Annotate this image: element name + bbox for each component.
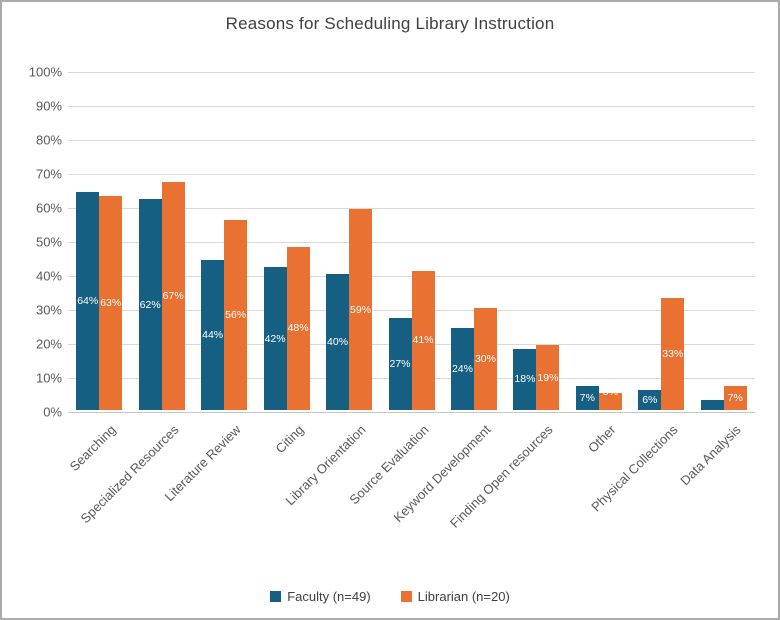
bar-group: 27% 41% <box>388 270 435 410</box>
y-tick-label: 60% <box>35 200 62 216</box>
bar-group: 6% 33% <box>638 297 685 410</box>
x-category-label: Searching <box>66 422 119 475</box>
bar-faculty: 24% <box>450 328 474 410</box>
y-tick-label: 90% <box>35 98 62 114</box>
bar-group: 7% 5% <box>575 386 622 410</box>
bar-librarian: 19% <box>536 345 560 410</box>
y-tick-label: 80% <box>35 132 62 148</box>
y-tick-label: 10% <box>35 370 62 386</box>
y-tick-label: 70% <box>35 166 62 182</box>
legend-label: Librarian (n=20) <box>417 589 510 604</box>
bar-librarian: 30% <box>473 308 497 410</box>
bar-group: 62% 67% <box>138 182 185 410</box>
bar-faculty: 44% <box>201 260 225 410</box>
bar-data-label: 24% <box>451 363 473 376</box>
bar-data-label: 5% <box>599 393 622 398</box>
bar-librarian: 7% <box>723 386 747 410</box>
gridline-70 <box>68 174 755 175</box>
x-category-label: Citing <box>272 422 307 457</box>
y-tick-label: 0% <box>43 404 62 420</box>
bar-data-label: 7% <box>727 392 743 405</box>
gridline-60 <box>68 208 755 209</box>
bar-faculty: 40% <box>326 274 350 410</box>
bar-group: 18% 19% <box>513 345 560 410</box>
bar-data-label: 48% <box>287 322 309 335</box>
x-category-label: Data Analysis <box>677 422 744 489</box>
chart-title: Reasons for Scheduling Library Instructi… <box>225 14 555 33</box>
bar-data-label: 18% <box>514 373 536 386</box>
y-tick-label: 30% <box>35 302 62 318</box>
bar-data-label: 33% <box>662 347 684 360</box>
bar-librarian: 59% <box>349 209 373 410</box>
bar-group: 7% <box>700 386 747 410</box>
bar-data-label: 27% <box>389 358 411 371</box>
x-category-label: Other <box>584 422 619 456</box>
bar-faculty: 18% <box>513 348 537 410</box>
bar-data-label: 6% <box>642 393 658 406</box>
bar-data-label: 63% <box>100 296 122 309</box>
bar-faculty: 6% <box>638 389 662 410</box>
gridline-100 <box>68 72 755 73</box>
bar-data-label: 7% <box>579 392 595 405</box>
bar-data-label: 19% <box>537 371 559 384</box>
legend-item-faculty: Faculty (n=49) <box>270 589 371 604</box>
bar-faculty: 27% <box>388 318 412 410</box>
bar-group: 64% 63% <box>76 192 123 410</box>
bar-data-label: 40% <box>327 336 349 348</box>
bar-faculty: 62% <box>138 199 162 410</box>
bar-group: 24% 30% <box>450 308 497 410</box>
bar-data-label: 62% <box>139 298 161 311</box>
y-tick-label: 50% <box>35 234 62 250</box>
y-tick-label: 100% <box>28 64 62 80</box>
bar-data-label: 30% <box>474 353 496 365</box>
bar-librarian: 63% <box>99 195 123 410</box>
gridline-90 <box>68 106 755 107</box>
bar-faculty <box>700 399 724 410</box>
bar-librarian: 41% <box>411 270 435 410</box>
y-tick-label: 20% <box>35 336 62 352</box>
legend-swatch-icon <box>400 591 412 602</box>
legend-label: Faculty (n=49) <box>287 589 371 604</box>
bar-librarian: 67% <box>161 182 185 410</box>
bar-group: 40% 59% <box>326 209 373 410</box>
bar-data-label: 59% <box>350 303 372 316</box>
gridline-80 <box>68 140 755 141</box>
bar-librarian: 33% <box>661 297 685 410</box>
bar-librarian: 56% <box>224 219 248 410</box>
x-category-label: Finding Open resources <box>447 422 557 531</box>
bar-data-label: 41% <box>412 334 434 347</box>
legend: Faculty (n=49) Librarian (n=20) <box>2 589 778 604</box>
bar-group: 44% 56% <box>201 219 248 410</box>
bar-data-label: 67% <box>162 290 184 303</box>
legend-item-librarian: Librarian (n=20) <box>400 589 510 604</box>
bar-faculty: 64% <box>76 192 100 410</box>
gridline-50 <box>68 242 755 243</box>
bar-data-label: 56% <box>225 308 247 321</box>
y-tick-label: 40% <box>35 268 62 284</box>
bar-data-label: 44% <box>202 329 224 342</box>
bar-librarian: 5% <box>598 393 622 410</box>
bar-data-label: 64% <box>77 295 99 308</box>
x-axis-line <box>68 412 755 413</box>
bar-faculty: 42% <box>263 267 287 410</box>
bar-librarian: 48% <box>286 246 310 410</box>
bar-faculty: 7% <box>575 386 599 410</box>
bar-data-label: 42% <box>264 332 286 345</box>
bar-group: 42% 48% <box>263 246 310 410</box>
legend-swatch-icon <box>270 591 282 602</box>
